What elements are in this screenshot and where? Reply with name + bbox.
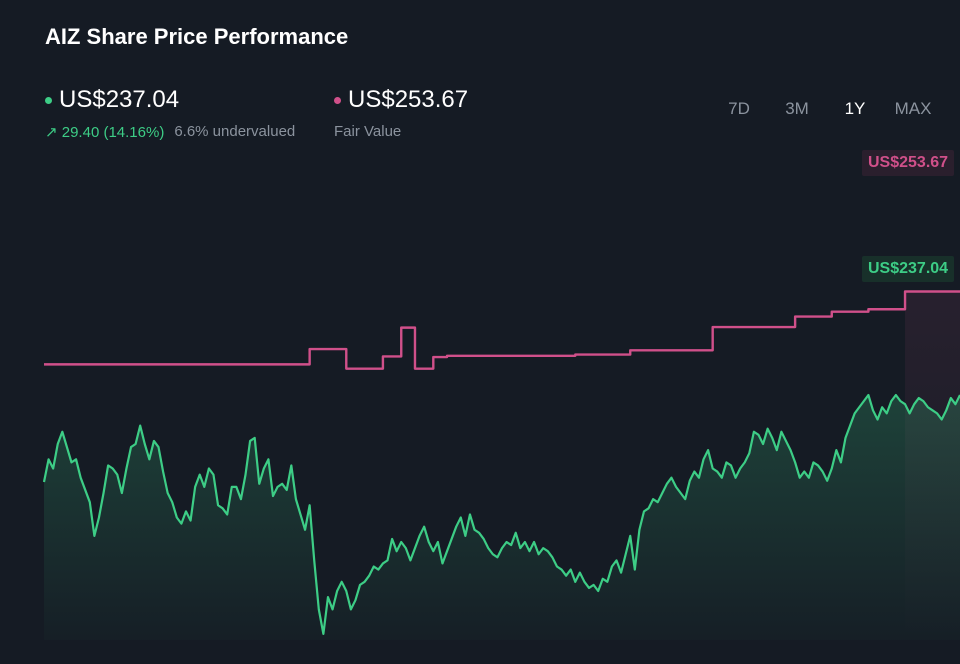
range-3m[interactable]: 3M (785, 99, 809, 118)
current-price-tag: US$237.04 (862, 256, 955, 282)
range-selector: 7D 3M 1Y MAX (710, 99, 942, 119)
range-7d[interactable]: 7D (728, 99, 750, 118)
valuation-note: 6.6% undervalued (174, 123, 296, 140)
fair-value-price: US$253.67 (348, 86, 469, 113)
price-change: ↗ 29.40 (14.16%) (45, 124, 165, 141)
fair-value-label: Fair Value (334, 123, 402, 140)
arrow-up-right-icon: ↗ (45, 124, 58, 141)
fair-value-tag: US$253.67 (862, 150, 955, 176)
fair-value-dot-icon (334, 96, 341, 104)
range-max[interactable]: MAX (894, 99, 932, 118)
price-dot-icon (45, 96, 52, 104)
price-line (42, 393, 960, 635)
page-title: AIZ Share Price Performance (45, 24, 349, 49)
current-price-value: US$237.04 (59, 86, 180, 113)
current-price-block: US$237.04 ↗ 29.40 (14.16%) 6.6% underval… (45, 86, 295, 141)
range-1y[interactable]: 1Y (844, 99, 866, 118)
price-area (44, 395, 960, 640)
fair-value-block: US$253.67 Fair Value (334, 86, 468, 140)
fair-value-line (44, 290, 960, 370)
